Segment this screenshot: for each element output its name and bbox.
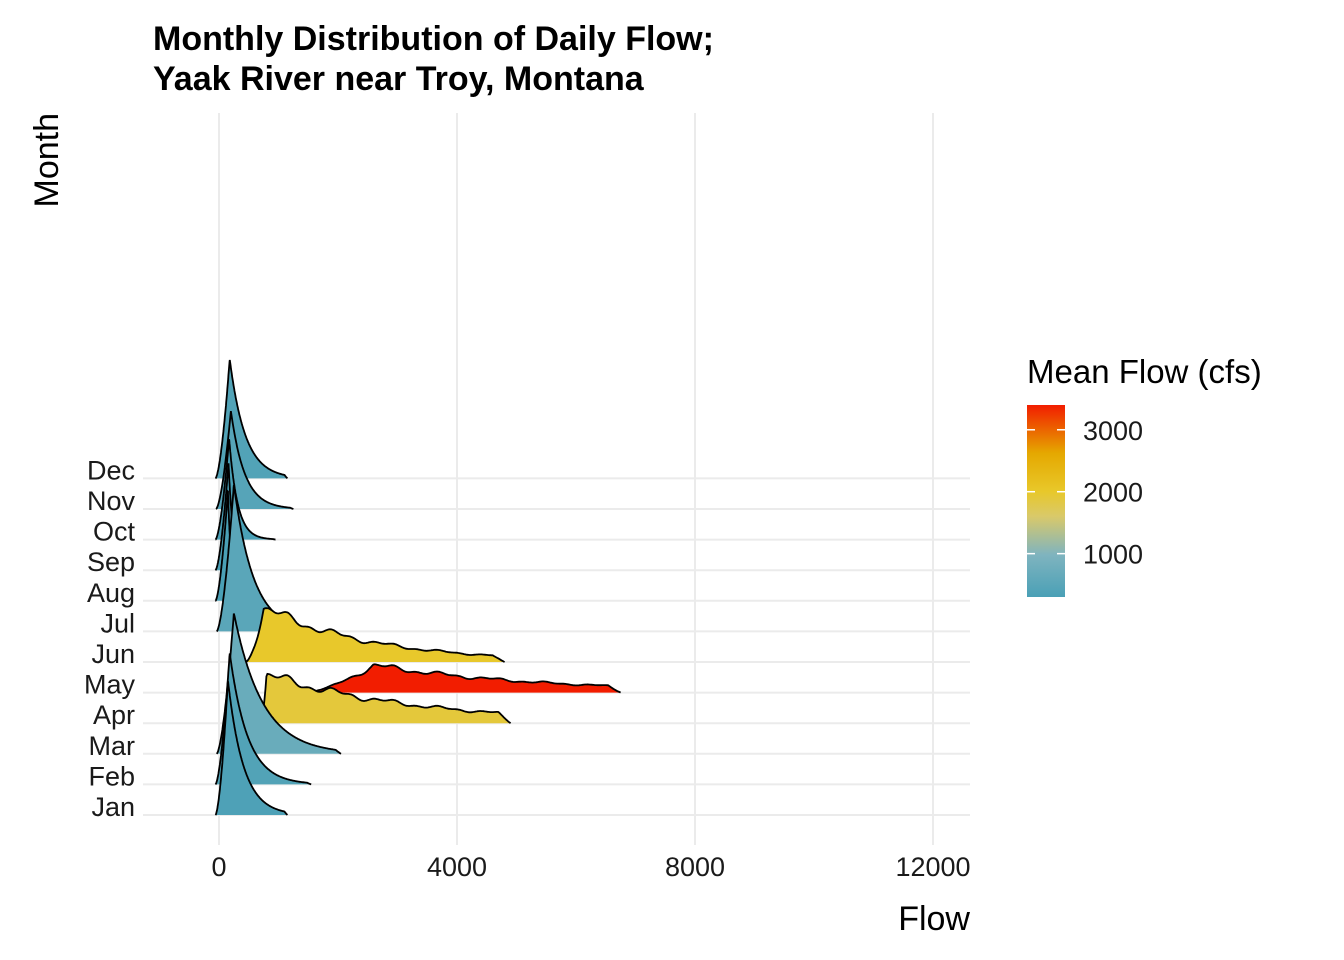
- x-tick-label: 8000: [665, 852, 725, 882]
- legend-tick-label: 3000: [1083, 416, 1143, 446]
- y-tick-label: Apr: [93, 700, 135, 730]
- legend-tick-label: 2000: [1083, 478, 1143, 508]
- y-tick-label: May: [84, 670, 136, 700]
- x-tick-labels: 0 4000 8000 12000: [211, 852, 970, 882]
- y-tick-label: Aug: [87, 578, 135, 608]
- y-tick-label: Jul: [100, 608, 135, 638]
- x-axis-label: Flow: [898, 900, 970, 938]
- color-legend: Mean Flow (cfs) 1000 2000 3000: [1027, 353, 1262, 597]
- x-tick-label: 4000: [427, 852, 487, 882]
- x-tick-label: 0: [211, 852, 226, 882]
- chart-title-line2: Yaak River near Troy, Montana: [153, 60, 645, 98]
- legend-title: Mean Flow (cfs): [1027, 353, 1262, 390]
- chart-title-line1: Monthly Distribution of Daily Flow;: [153, 20, 714, 58]
- y-tick-label: Feb: [88, 761, 135, 791]
- y-tick-label: Nov: [87, 486, 136, 516]
- y-tick-label: Jun: [91, 639, 135, 669]
- legend-colorbar: [1027, 405, 1065, 597]
- y-tick-label: Dec: [87, 455, 135, 485]
- legend-tick-label: 1000: [1083, 540, 1143, 570]
- y-axis-label: Month: [28, 113, 66, 208]
- y-tick-label: Sep: [87, 547, 135, 577]
- x-tick-label: 12000: [895, 852, 970, 882]
- y-tick-label: Oct: [93, 517, 136, 547]
- y-tick-label: Mar: [89, 731, 136, 761]
- y-tick-label: Jan: [91, 792, 135, 822]
- ridgeline-chart: Monthly Distribution of Daily Flow; Yaak…: [0, 0, 1344, 960]
- ridges: [215, 360, 620, 815]
